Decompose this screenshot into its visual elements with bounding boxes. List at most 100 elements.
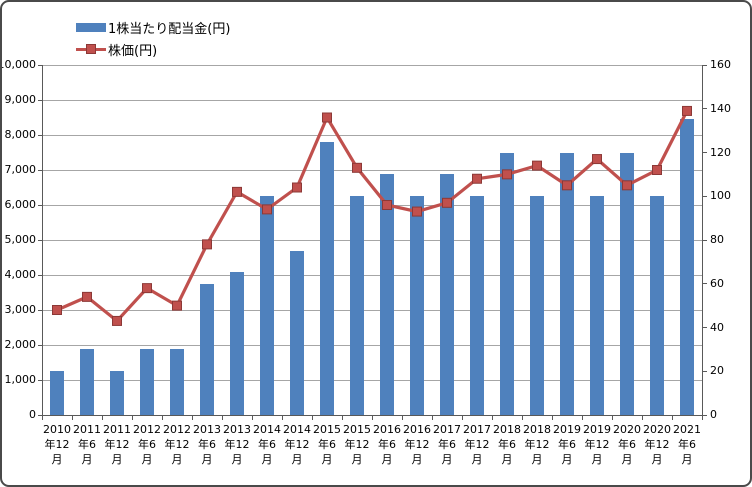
x-axis-tick (312, 416, 313, 420)
y-axis-left-tick (38, 344, 42, 346)
bar-dividend (290, 250, 304, 415)
price-point-marker (82, 291, 92, 302)
price-point-marker (202, 239, 212, 250)
y-axis-right-label: 60 (710, 276, 724, 290)
x-axis-tick (342, 416, 343, 420)
y-axis-left-label: 9,000 (4, 93, 37, 106)
x-axis-tick (102, 416, 103, 420)
price-point-marker (232, 186, 242, 197)
bar-dividend (260, 196, 274, 415)
y-axis-left-tick (38, 239, 42, 241)
price-point-marker (142, 283, 152, 294)
x-axis-label: 2016 年6 月 (373, 423, 401, 466)
x-axis-label: 2018 年6 月 (493, 423, 521, 466)
legend: 1株当たり配当金(円) 株価(円) (76, 16, 230, 60)
y-axis-left-line (42, 65, 43, 415)
x-axis-label: 2011 年6 月 (73, 423, 101, 466)
price-point-marker (382, 200, 392, 210)
x-axis-tick (612, 416, 613, 420)
gridline (42, 99, 702, 101)
legend-item-price: 株価(円) (76, 38, 230, 60)
x-axis-tick (282, 416, 283, 420)
price-point-marker (262, 204, 272, 215)
gridline (42, 204, 702, 206)
gridline (42, 64, 702, 66)
x-axis-label: 2019 年6 月 (553, 423, 581, 466)
y-axis-left-label: 8,000 (4, 128, 37, 141)
bar-dividend (470, 196, 484, 415)
y-axis-left-tick (38, 169, 42, 171)
x-axis-tick (582, 416, 583, 420)
y-axis-left-label: 4,000 (4, 268, 37, 281)
x-axis-tick (372, 416, 373, 420)
price-point-marker (112, 315, 122, 326)
y-axis-right-label: 160 (710, 58, 731, 71)
bar-dividend (50, 371, 64, 415)
bar-dividend (440, 173, 454, 415)
y-axis-left-tick (38, 379, 42, 381)
y-axis-left-tick (38, 414, 42, 416)
y-axis-right-tick (703, 283, 707, 285)
x-axis-tick (462, 416, 463, 420)
price-point-marker (502, 169, 512, 180)
legend-item-dividend: 1株当たり配当金(円) (76, 16, 230, 38)
x-axis-label: 2019 年12 月 (583, 423, 611, 466)
x-axis-tick (702, 416, 703, 420)
bar-dividend (230, 271, 244, 415)
legend-label-price: 株価(円) (108, 43, 158, 59)
bar-dividend (200, 283, 214, 415)
y-axis-left-label: 0 (29, 408, 36, 421)
bar-dividend (110, 371, 124, 415)
x-axis-label: 2014 年12 月 (283, 423, 311, 466)
bar-dividend (410, 196, 424, 415)
x-axis-label: 2015 年12 月 (343, 423, 371, 466)
y-axis-right-tick (703, 370, 707, 372)
price-point-marker (622, 180, 632, 191)
gridline (42, 239, 702, 241)
bar-dividend (170, 349, 184, 415)
gridline (42, 274, 702, 276)
price-point-marker (52, 305, 62, 315)
x-axis-tick (222, 416, 223, 420)
legend-line-marker-swatch (76, 43, 106, 55)
y-axis-left-label: 10,000 (0, 58, 36, 71)
y-axis-left-label: 7,000 (4, 163, 37, 176)
price-point-marker (412, 206, 422, 217)
x-axis-tick (492, 416, 493, 420)
bar-dividend (530, 196, 544, 415)
price-point-marker (442, 197, 452, 208)
x-axis-label: 2011 年12 月 (103, 423, 131, 466)
legend-square-marker-icon (86, 43, 96, 54)
x-axis-label: 2012 年12 月 (163, 423, 191, 466)
y-axis-right-tick (703, 64, 707, 66)
y-axis-right-tick (703, 327, 707, 328)
bar-dividend (140, 349, 154, 415)
x-axis-label: 2015 年6 月 (313, 423, 341, 466)
gridline (42, 134, 702, 136)
y-axis-left-tick (38, 204, 42, 206)
x-axis-tick (432, 416, 433, 420)
bar-dividend (320, 142, 334, 415)
price-point-marker (472, 173, 482, 184)
y-axis-left-label: 6,000 (4, 198, 37, 211)
y-axis-left-label: 3,000 (4, 303, 37, 316)
y-axis-right-label: 0 (710, 408, 717, 421)
x-axis-label: 2017 年12 月 (463, 423, 491, 466)
y-axis-right-label: 100 (710, 189, 731, 203)
legend-label-dividend: 1株当たり配当金(円) (108, 21, 231, 37)
bar-dividend (650, 196, 664, 415)
price-point-marker (532, 160, 542, 171)
y-axis-left-tick (38, 309, 42, 311)
x-axis-tick (642, 416, 643, 420)
y-axis-left-label: 2,000 (4, 338, 37, 351)
y-axis-right-label: 80 (710, 233, 724, 246)
y-axis-left-tick (38, 99, 42, 101)
x-axis-label: 2018 年12 月 (523, 423, 551, 466)
y-axis-right-label: 20 (710, 364, 724, 378)
y-axis-left-label: 1,000 (4, 373, 37, 386)
x-axis-label: 2021 年6 月 (673, 423, 701, 466)
y-axis-right-tick (703, 108, 707, 110)
x-axis-label: 2012 年6 月 (133, 423, 161, 466)
